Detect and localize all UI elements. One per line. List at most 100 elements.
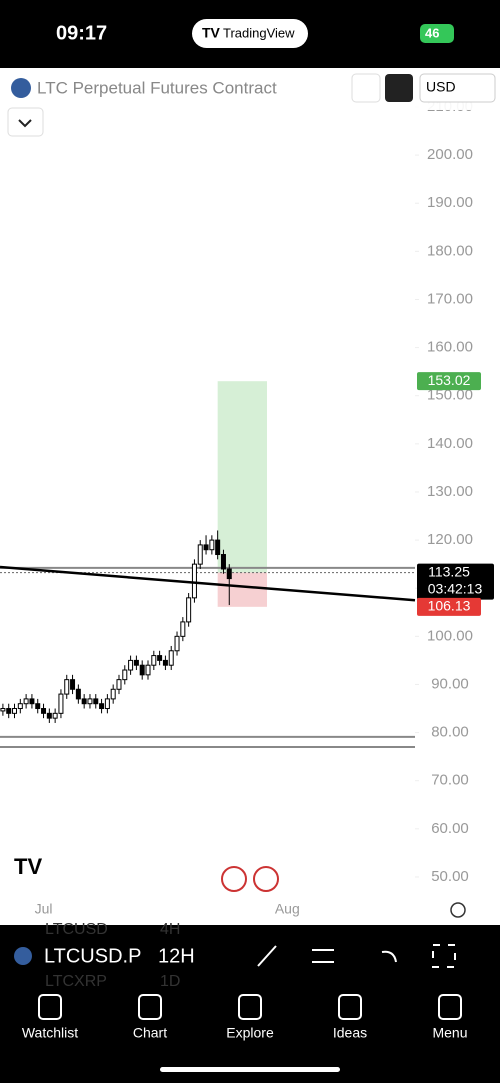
nav-icon[interactable] — [38, 994, 62, 1020]
price-tag-label: 113.25 — [428, 563, 470, 579]
candle-body — [215, 539, 221, 556]
candle-body — [145, 664, 151, 676]
y-tick-label: 90.00 — [431, 675, 469, 692]
candle-body — [70, 679, 76, 690]
battery-level: 46 — [425, 25, 439, 40]
y-tick-label: 80.00 — [431, 724, 469, 741]
candle-body — [209, 539, 215, 551]
event-icon[interactable] — [221, 866, 247, 892]
candle-body — [151, 655, 157, 666]
x-tick-label: Jul — [35, 901, 53, 917]
toolbar — [0, 925, 500, 987]
candle-body — [133, 659, 139, 666]
candle-body — [110, 688, 116, 700]
app-name: TradingView — [223, 25, 295, 40]
candle-body — [180, 621, 186, 637]
ltc-icon — [11, 78, 31, 98]
ghost-text: LTCXRP — [45, 973, 107, 990]
nav-icon[interactable] — [238, 994, 262, 1020]
candle-body — [41, 708, 47, 714]
candle-body — [220, 554, 226, 570]
candle-body — [35, 703, 41, 710]
y-tick-label: 120.00 — [427, 531, 473, 548]
candle-body — [64, 679, 70, 695]
tv-watermark: TV — [14, 854, 42, 879]
candle-body — [122, 669, 128, 681]
nav-icon[interactable] — [138, 994, 162, 1020]
event-icon[interactable] — [253, 866, 279, 892]
fullscreen-icon[interactable] — [432, 944, 456, 968]
ghost-text: LTCUSD — [45, 921, 108, 938]
clock: 09:17 — [56, 22, 107, 44]
home-indicator — [160, 1067, 340, 1072]
candle-body — [81, 698, 87, 705]
currency-select[interactable] — [419, 73, 496, 103]
candle-body — [12, 708, 18, 714]
logo: TV — [202, 25, 221, 41]
candle-body — [116, 679, 122, 690]
toolbar-symbol[interactable]: LTCUSD.P — [44, 945, 141, 967]
stop-zone — [217, 572, 267, 607]
header — [0, 68, 500, 110]
y-tick-label: 180.00 — [427, 242, 473, 259]
price-tag — [417, 372, 481, 391]
candle-body — [17, 703, 23, 710]
candle-body — [226, 568, 232, 580]
nav-label[interactable]: Menu — [432, 1025, 467, 1041]
currency: USD — [426, 79, 456, 95]
trend-line — [0, 565, 416, 602]
candle-body — [174, 635, 180, 652]
battery — [420, 24, 454, 43]
candle-body — [6, 708, 12, 714]
ghost-text: 1D — [160, 973, 180, 990]
candle-body — [93, 698, 99, 705]
nav-label[interactable]: Watchlist — [22, 1025, 78, 1041]
nav-icon[interactable] — [338, 994, 362, 1020]
y-tick-label: 60.00 — [431, 820, 469, 837]
candle-body — [0, 708, 6, 712]
y-tick-label: 100.00 — [427, 627, 473, 644]
candle-body — [58, 693, 64, 714]
indicator-icon[interactable] — [312, 949, 334, 963]
app-pill — [192, 19, 308, 48]
nav-label[interactable]: Ideas — [333, 1025, 367, 1041]
price-tag — [417, 597, 481, 616]
y-tick-label: 50.00 — [431, 868, 469, 885]
ltc-icon — [14, 947, 32, 965]
toolbar-interval[interactable]: 12H — [158, 945, 195, 967]
price-tag-label: 153.02 — [428, 372, 471, 388]
nav-label[interactable]: Explore — [226, 1025, 274, 1041]
nav-icon[interactable] — [438, 994, 462, 1020]
candle-body — [162, 659, 168, 666]
y-tick-label: 200.00 — [427, 146, 473, 163]
candle-body — [186, 597, 192, 623]
expand-button[interactable] — [7, 107, 44, 137]
candle-body — [23, 698, 29, 705]
nav-label[interactable]: Chart — [133, 1025, 167, 1041]
candle-body — [128, 659, 134, 671]
candle-body — [139, 664, 145, 676]
candle-body — [46, 712, 52, 719]
download-button[interactable] — [351, 73, 381, 103]
y-tick-label: 170.00 — [427, 290, 473, 307]
y-tick-label: 130.00 — [427, 483, 473, 500]
settings-icon[interactable] — [450, 902, 466, 918]
price-tag-label: 106.13 — [428, 598, 471, 614]
price-tag — [417, 563, 494, 600]
candle-body — [104, 698, 110, 710]
candle-body — [87, 698, 93, 705]
candle-body — [99, 703, 105, 710]
fullscreen-button[interactable] — [385, 74, 413, 102]
candle-body — [168, 650, 174, 666]
draw-icon[interactable] — [257, 945, 277, 967]
undo-icon[interactable] — [381, 950, 397, 963]
candle-body — [157, 655, 163, 661]
candle-body — [29, 698, 35, 705]
candle-body — [52, 712, 58, 719]
countdown: 03:42:13 — [428, 580, 483, 596]
y-tick-label: 190.00 — [427, 194, 473, 211]
candle-body — [191, 563, 197, 599]
y-tick-label: 140.00 — [427, 435, 473, 452]
chevron — [18, 119, 32, 128]
